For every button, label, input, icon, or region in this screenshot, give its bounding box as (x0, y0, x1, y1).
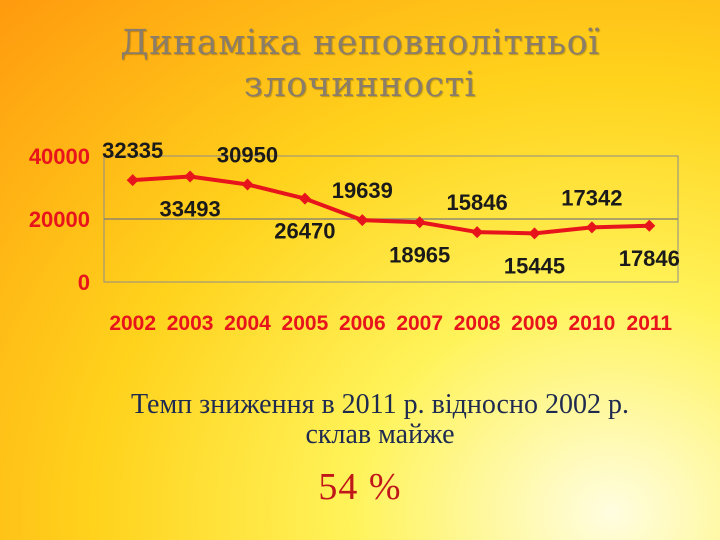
data-points (126, 170, 656, 240)
y-tick-label: 20000 (29, 207, 90, 232)
data-label: 18965 (389, 242, 450, 267)
x-tick-label: 2011 (627, 312, 673, 335)
data-point (585, 221, 598, 234)
x-tick-label: 2008 (454, 312, 501, 335)
caption-line-1: Темп зниження в 2011 р. відносно 2002 р. (131, 389, 629, 420)
series-line (132, 174, 650, 236)
data-point (126, 174, 139, 187)
x-tick-label: 2004 (224, 312, 271, 335)
data-point (356, 214, 369, 227)
x-tick-label: 2007 (396, 312, 443, 335)
data-point (241, 178, 254, 191)
decline-percent: 54 % (318, 466, 402, 508)
y-tick-label: 0 (78, 270, 90, 295)
data-point (643, 219, 656, 232)
data-point (413, 216, 426, 229)
x-axis-ticks: 2002 2003 2004 2005 2006 2007 2008 2009 2010 2011 (109, 312, 672, 335)
x-tick-label: 2002 (109, 312, 156, 335)
data-label: 32335 (102, 138, 163, 163)
data-label: 19639 (332, 178, 393, 203)
data-label: 17342 (561, 185, 622, 210)
slide-title-line-1: Динаміка неповнолітньої (120, 23, 600, 63)
y-axis-ticks: 0 20000 40000 (29, 144, 90, 295)
x-tick-label: 2005 (282, 312, 329, 335)
y-tick-label: 40000 (29, 144, 90, 169)
data-label: 33493 (160, 196, 221, 221)
caption: Темп зниження в 2011 р. відносно 2002 р.… (70, 390, 690, 450)
x-tick-label: 2003 (167, 312, 214, 335)
caption-line-2: склав майже (305, 419, 455, 450)
data-point (184, 170, 197, 183)
slide-title: Динаміка неповнолітньої злочинності (0, 22, 720, 106)
data-label: 30950 (217, 143, 278, 168)
x-tick-label: 2009 (511, 312, 558, 335)
x-tick-label: 2006 (339, 312, 386, 335)
x-tick-label: 2010 (569, 312, 616, 335)
data-label: 26470 (274, 219, 335, 244)
data-point (471, 226, 484, 239)
data-labels: 32335 33493 30950 26470 19639 18965 15846 15445… (102, 138, 680, 278)
data-label: 15445 (504, 253, 565, 278)
data-label: 17846 (619, 246, 680, 271)
data-label: 15846 (447, 190, 508, 215)
slide-title-line-2: злочинності (243, 65, 477, 105)
data-point (528, 227, 541, 240)
data-point (298, 192, 311, 205)
